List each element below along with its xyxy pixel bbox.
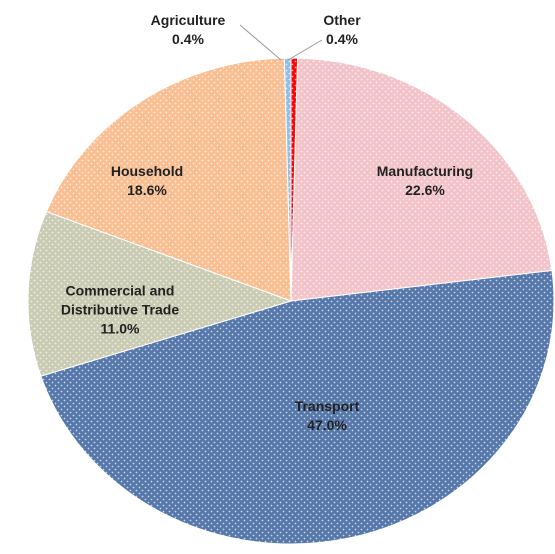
slice-value: 47.0%: [307, 417, 347, 433]
slice-label: Other 0.4%: [302, 11, 382, 49]
slice-label: Commercial and Distributive Trade 11.0%: [35, 282, 205, 339]
slice-name: Transport: [294, 398, 360, 414]
slice-name: Manufacturing: [376, 163, 474, 179]
slice-label: Household 18.6%: [87, 162, 207, 200]
pie-slice: [40, 269, 555, 545]
pie-slice: [290, 57, 553, 302]
pie-slice: [45, 57, 292, 302]
slice-value: 18.6%: [127, 182, 167, 198]
slice-label: Agriculture 0.4%: [128, 11, 248, 49]
slice-label: Transport 47.0%: [267, 397, 387, 435]
leader-line: [287, 39, 323, 61]
pie-slice: [27, 210, 293, 377]
slice-value: 0.4%: [172, 31, 204, 47]
slice-value: 22.6%: [405, 182, 445, 198]
slice-value: 11.0%: [100, 320, 140, 337]
slice-label: Manufacturing 22.6%: [345, 162, 505, 200]
slice-name: Commercial and Distributive Trade: [60, 282, 180, 318]
slice-name: Other: [323, 12, 361, 28]
slice-name: Household: [110, 163, 184, 179]
slice-value: 0.4%: [326, 31, 358, 47]
slice-name: Agriculture: [150, 12, 226, 28]
leader-line: [239, 24, 282, 61]
